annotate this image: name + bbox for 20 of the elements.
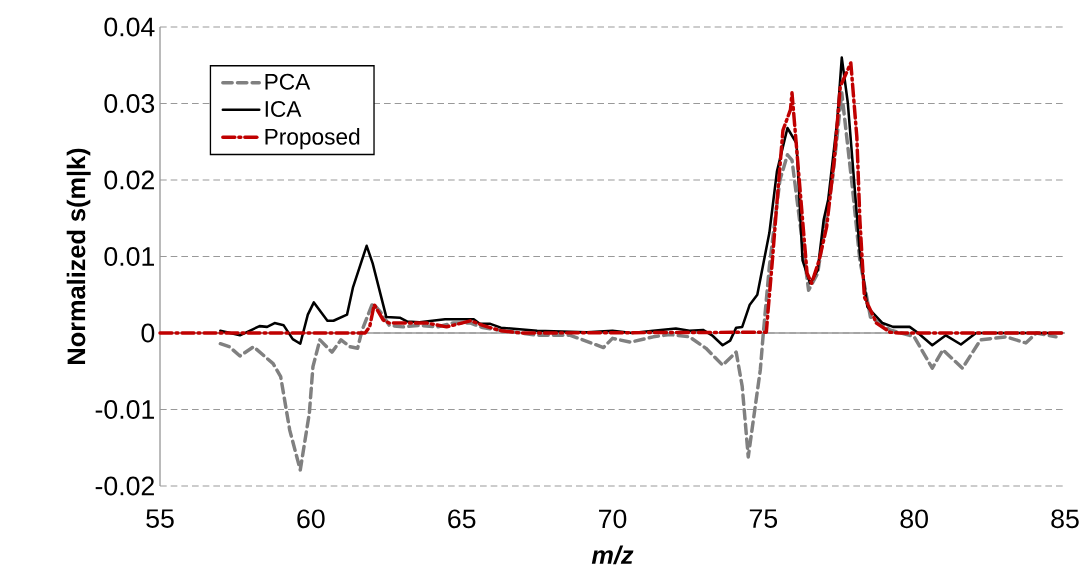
line-series	[218, 91, 1058, 472]
legend-label: ICA	[265, 100, 302, 117]
x-tick-label: 55	[146, 509, 174, 528]
x-tick-label: 75	[749, 509, 778, 528]
y-tick-label: 0.03	[104, 94, 155, 113]
x-tick-label: 60	[297, 509, 325, 529]
x-tick-label: 65	[448, 509, 476, 529]
y-axis-title: Normalized s(m|k)	[66, 148, 91, 364]
x-tick-label: 80	[900, 509, 928, 529]
y-tick-label: -0.01	[95, 400, 154, 419]
y-tick-label: 0.01	[104, 247, 154, 266]
y-tick-label: 0	[141, 323, 155, 343]
x-axis-title: m/z	[591, 545, 634, 565]
y-tick-label: -0.02	[95, 476, 154, 496]
x-tick-label: 70	[599, 509, 627, 529]
legend-label: Proposed	[265, 128, 360, 150]
y-tick-label: 0.04	[104, 17, 155, 37]
x-tick-label: 85	[1051, 509, 1079, 529]
legend-label: PCA	[265, 73, 311, 90]
y-tick-label: 0.02	[104, 170, 154, 190]
